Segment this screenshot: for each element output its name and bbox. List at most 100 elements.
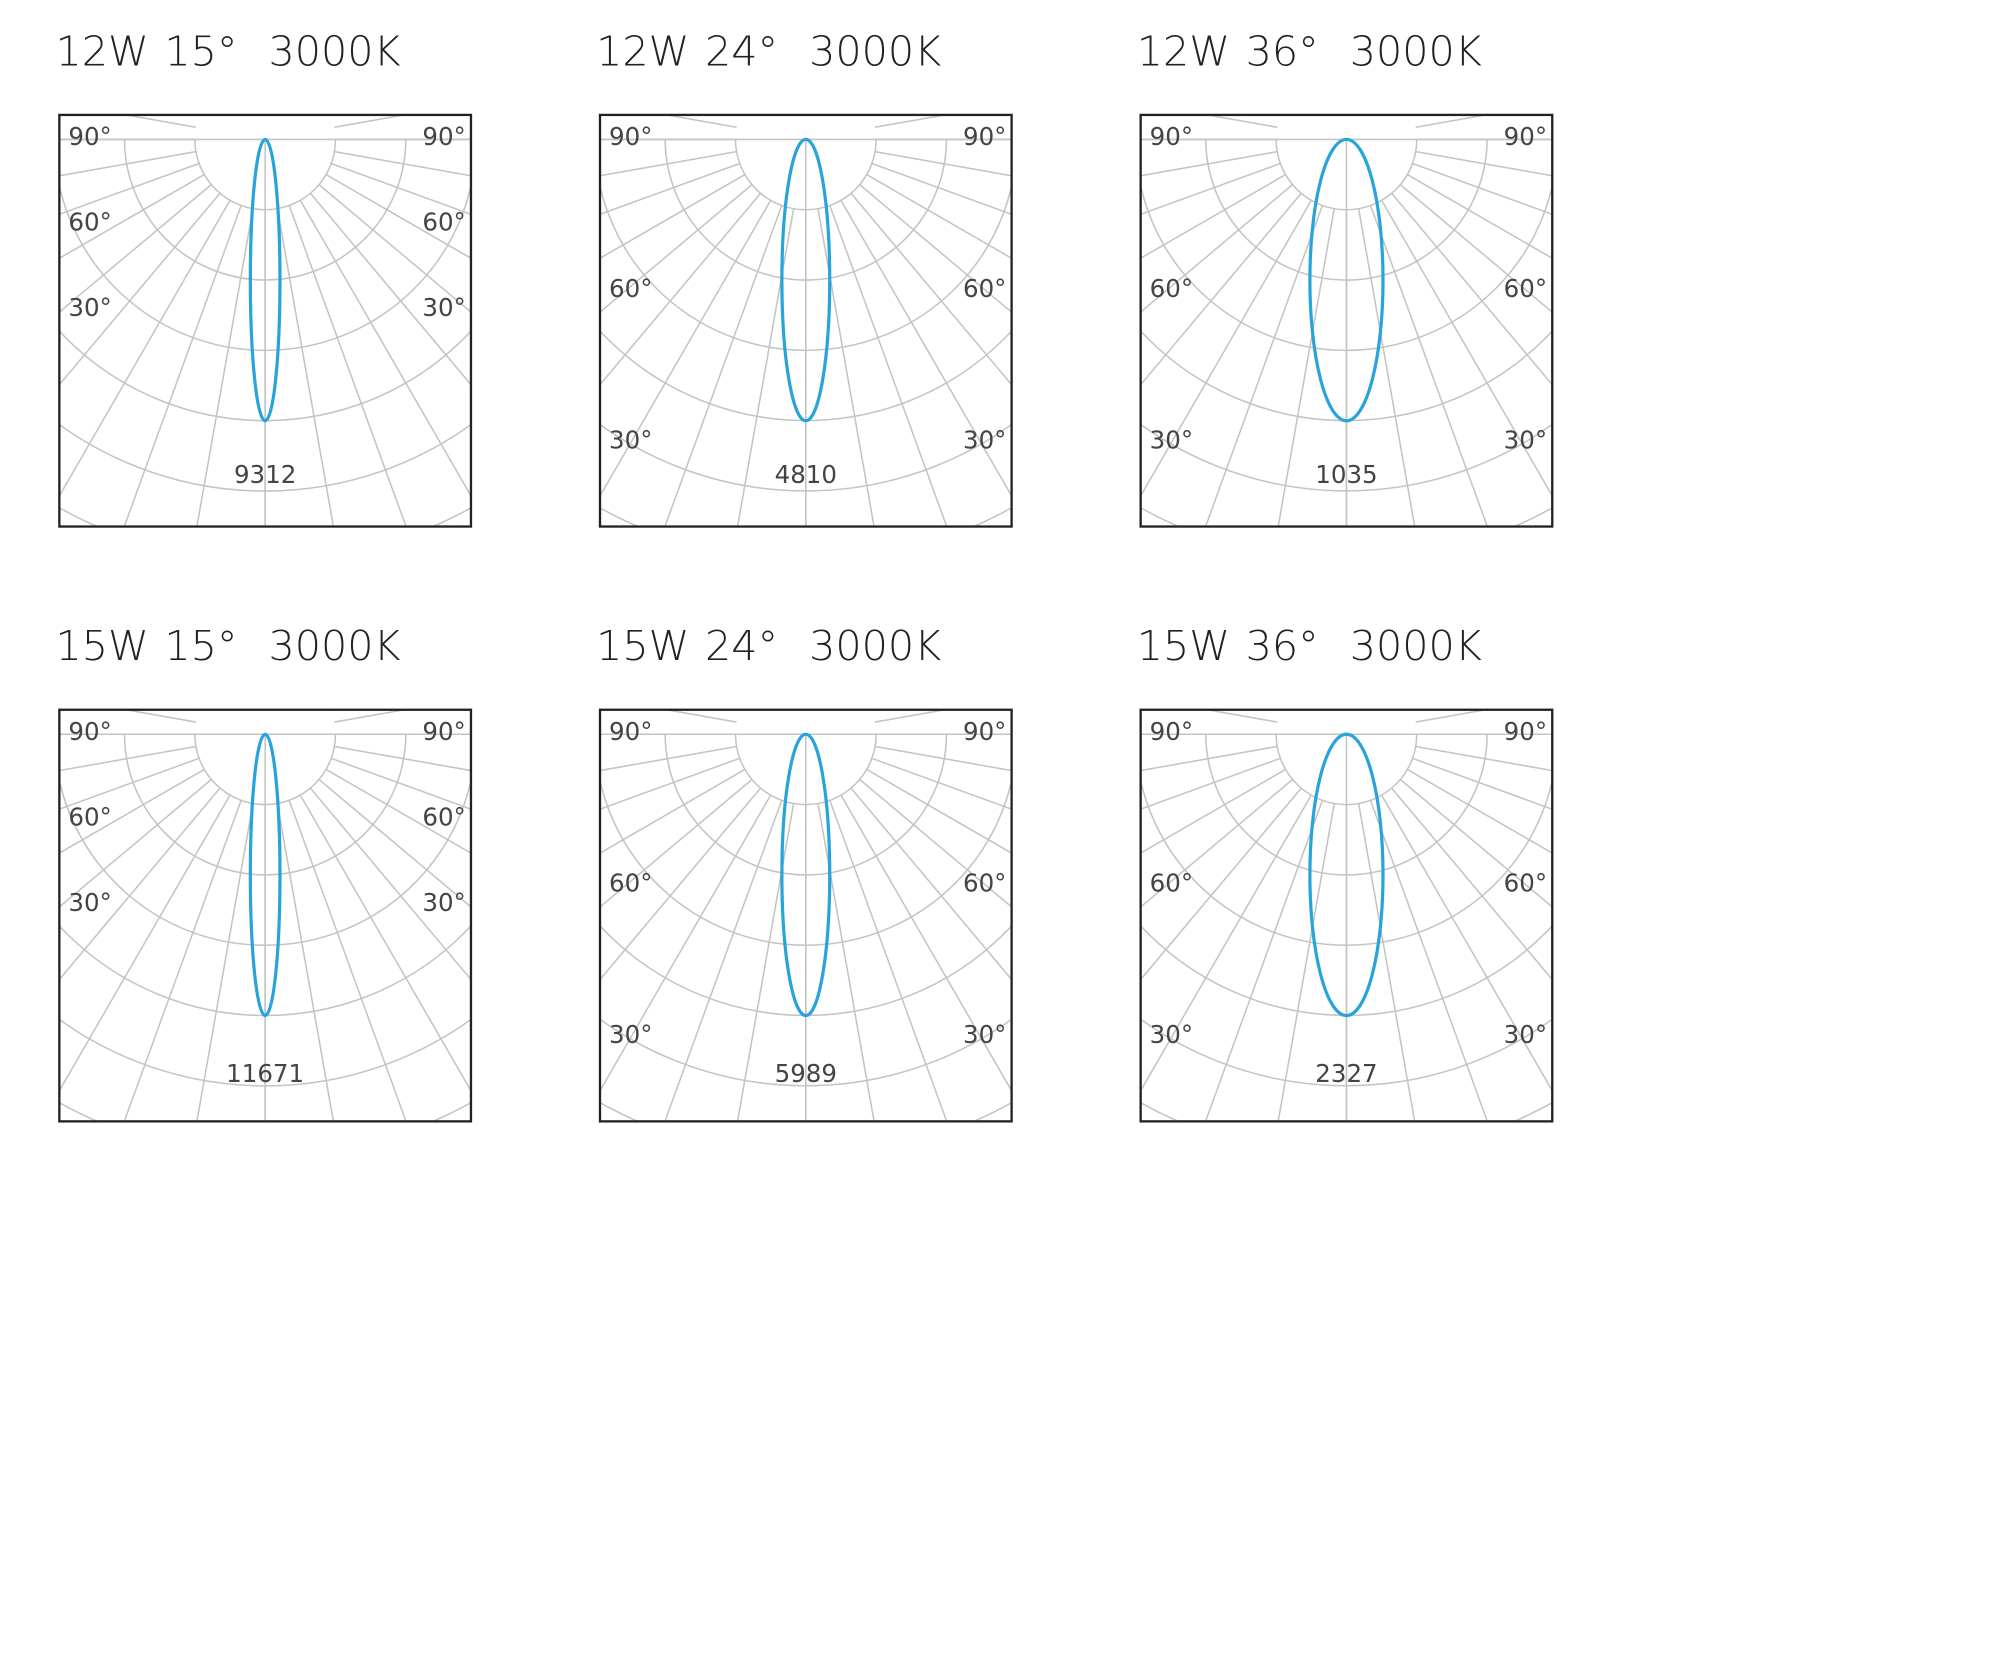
grid-ray <box>1412 162 1553 216</box>
grid-ray <box>850 787 1012 981</box>
chart-frame <box>1139 113 1554 528</box>
title-part: 15W <box>596 622 689 670</box>
grid-ray <box>59 150 197 177</box>
grid-ray <box>288 800 407 1122</box>
grid-ray <box>196 208 254 527</box>
chart-frame <box>598 113 1013 528</box>
grid-ring <box>59 1101 471 1122</box>
grid-ray <box>299 794 471 1093</box>
title-part: 15W <box>1137 622 1230 670</box>
grid-ray <box>866 173 1012 260</box>
grid-ray <box>840 794 1012 1093</box>
grid-ray <box>600 192 762 386</box>
title-part: 12W <box>55 27 148 75</box>
grid-ray <box>325 173 471 260</box>
grid-ray <box>310 240 679 680</box>
angle-tick-label: 30° <box>963 1020 1006 1049</box>
chart-title: 12W 24° 3000K <box>596 27 941 75</box>
grid-ray <box>309 192 471 386</box>
angle-tick-label: 60° <box>609 869 652 898</box>
polar-chart: 12W 15° 3000K 90° 90° 60° 60° 30° 30° 9312 <box>55 27 473 528</box>
grid-ray <box>1407 0 1905 104</box>
title-part: 3000K <box>1350 27 1482 75</box>
angle-tick-label: 90° <box>609 717 652 746</box>
grid-ray <box>1140 745 1278 772</box>
grid <box>600 709 1012 1122</box>
grid-ray <box>1406 768 1553 854</box>
angle-tick-label: 30° <box>1150 425 1193 454</box>
grid-ray <box>840 199 1012 498</box>
grid-ray <box>1406 173 1553 260</box>
grid-ray <box>1380 794 1553 1093</box>
angle-tick-label: 30° <box>609 1020 652 1049</box>
polar-chart: 15W 15° 3000K 90° 90° 60° 60° 30° 30° 11671 <box>0 99 679 1123</box>
chart-title: 12W 36° 3000K <box>1137 27 1482 75</box>
grid-ray <box>871 709 876 711</box>
title-part: 36° <box>1246 622 1319 670</box>
angle-tick-label: 90° <box>1504 717 1547 746</box>
title-part: 36° <box>1246 27 1319 75</box>
grid-ray <box>1140 192 1302 386</box>
angle-tick-label: 90° <box>422 717 465 746</box>
polar-chart: 15W 36° 3000K 90° 90° 60° 60° 30° 30° 2327 <box>932 240 1905 1123</box>
grid-ray <box>1140 778 1294 908</box>
grid-ray <box>1357 208 1416 527</box>
grid-ray <box>276 803 335 1122</box>
grid-ray <box>600 787 762 981</box>
grid-ray <box>1407 412 1905 699</box>
grid-ray <box>874 150 1012 177</box>
angle-tick-label: 90° <box>1504 122 1547 151</box>
angle-tick-label: 30° <box>68 888 111 917</box>
grid-ray <box>829 800 948 1122</box>
grid-ray <box>1140 173 1286 260</box>
title-part: 3000K <box>268 27 400 75</box>
grid-ray <box>59 192 221 386</box>
grid-ray <box>123 800 242 1122</box>
grid-ray <box>0 176 230 674</box>
grid-ray <box>1399 778 1553 908</box>
beam-lobe <box>780 137 832 423</box>
grid-ray <box>196 803 254 1122</box>
chart-title: 15W 15° 3000K <box>55 622 400 670</box>
grid-ray <box>334 150 471 177</box>
grid <box>1140 0 1905 527</box>
grid-ray <box>932 240 1301 680</box>
grid-ray <box>331 709 335 711</box>
polar-chart: 12W 24° 3000K 90° 90° 60° 60° 30° 30° 4810 <box>596 27 1013 528</box>
grid-ray <box>123 205 242 527</box>
title-part: 12W <box>1137 27 1230 75</box>
grid-ray <box>664 205 783 527</box>
grid-ray <box>1204 205 1324 527</box>
max-intensity-label: 11671 <box>226 1059 304 1088</box>
grid-ray <box>153 99 253 665</box>
max-intensity-label: 5989 <box>775 1059 837 1088</box>
grid-ray <box>1399 184 1553 314</box>
angle-tick-label: 60° <box>963 869 1006 898</box>
angle-tick-label: 30° <box>1504 425 1547 454</box>
title-part: 3000K <box>268 622 400 670</box>
grid-ray <box>664 800 783 1122</box>
grid-ray <box>1276 709 1281 711</box>
angle-tick-label: 90° <box>68 717 111 746</box>
grid-ray <box>1140 199 1312 498</box>
grid-ray <box>871 162 1012 216</box>
grid-ray <box>1140 184 1294 314</box>
grid-ray <box>299 199 471 498</box>
grid-ray <box>1391 787 1553 981</box>
angle-tick-label: 60° <box>1504 869 1547 898</box>
angle-tick-label: 30° <box>68 293 111 322</box>
grid-ray <box>850 192 1012 386</box>
angle-tick-label: 90° <box>963 122 1006 151</box>
grid-ray <box>600 199 772 498</box>
grid-ray <box>859 778 1012 908</box>
angle-tick-label: 90° <box>963 717 1006 746</box>
max-intensity-label: 9312 <box>234 460 296 489</box>
grid-ray <box>1415 114 1490 128</box>
chart-frame <box>598 708 1013 1123</box>
angle-tick-label: 90° <box>609 122 652 151</box>
grid-ray <box>1412 709 1417 711</box>
grid-ray <box>1140 162 1281 216</box>
grid-ray <box>1357 803 1416 1122</box>
grid-ray <box>736 709 740 711</box>
grid-ray <box>59 745 197 772</box>
